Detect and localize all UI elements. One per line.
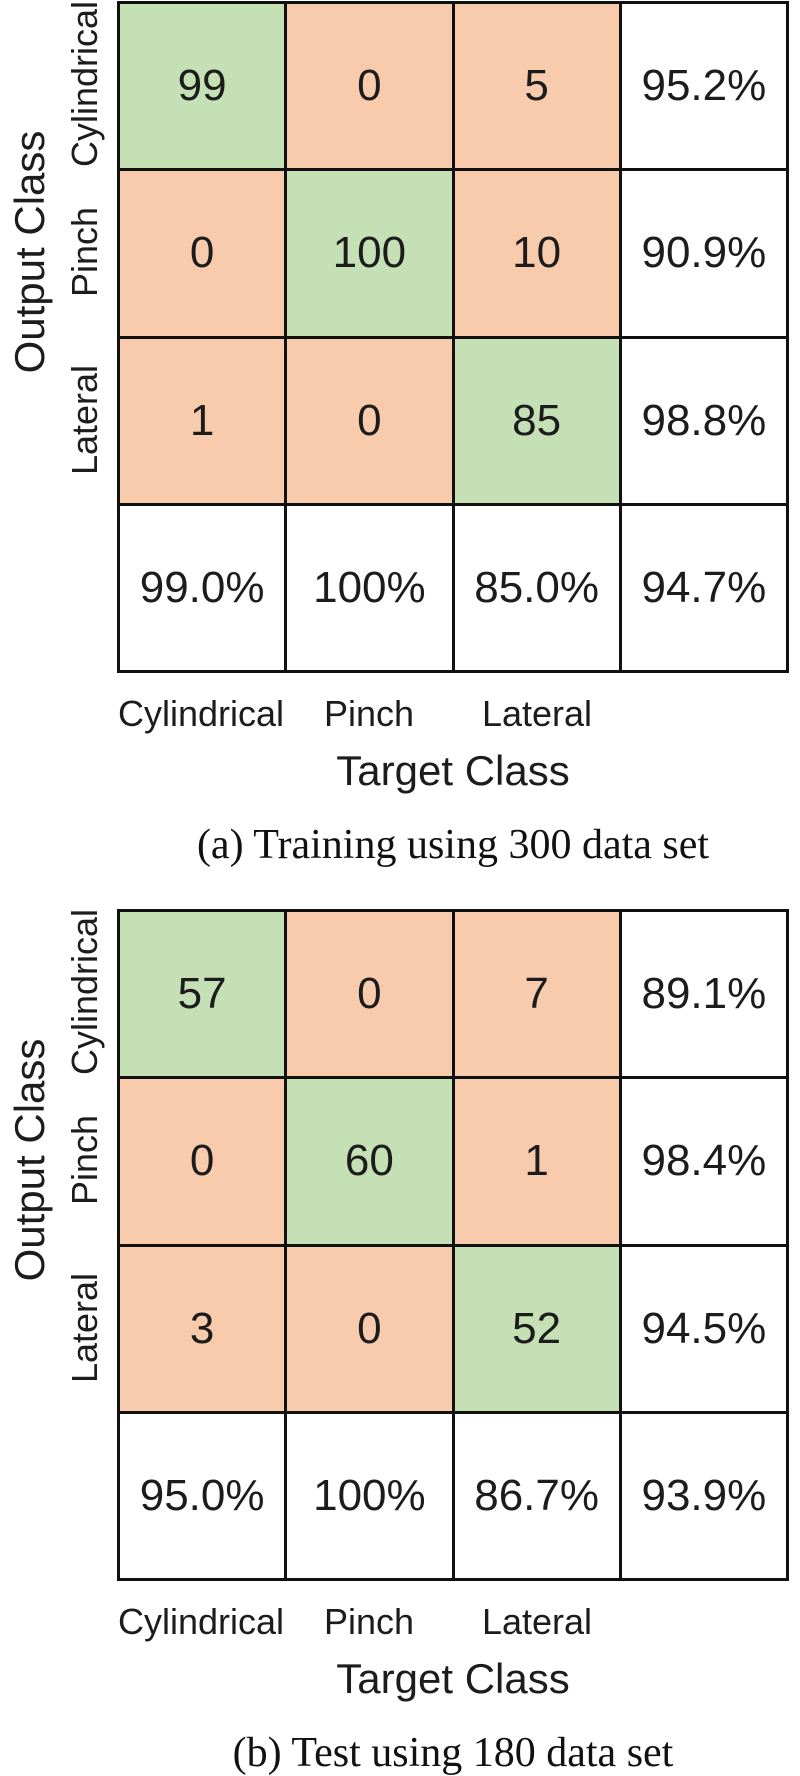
matrix-cell-r0-c0: 57 [120,912,285,1077]
matrix-cell-r3-c1: 100% [287,1413,452,1578]
matrix-cell-r1-c2: 1 [454,1079,619,1244]
matrix-cell-r3-c2: 86.7% [454,1413,619,1578]
matrix-cell-r2-c3: 98.8% [621,338,786,503]
matrix-cell-r3-c2: 85.0% [454,505,619,670]
matrix-cell-r2-c3: 94.5% [621,1246,786,1411]
matrix-cell-r1-c2: 10 [454,171,619,336]
matrix-cell-r3-c0: 99.0% [120,505,285,670]
x-axis-label: Target Class [336,1655,570,1702]
matrix-cell-r3-c1: 100% [287,505,452,670]
figure-b-caption: (b) Test using 180 data set [232,1730,674,1776]
figure-a-training: Output Class Cylindrical Pinch Lateral 9… [6,0,789,868]
matrix-cell-r2-c1: 0 [287,1246,452,1411]
matrix-cell-r1-c3: 98.4% [621,1079,786,1244]
matrix-cell-r1-c0: 0 [120,1079,285,1244]
col-label-cylindrical: Cylindrical [117,1601,285,1642]
x-axis-label: Target Class [336,747,570,794]
col-label-lateral: Lateral [481,1601,593,1642]
matrix-cell-r1-c3: 90.9% [621,171,786,336]
matrix-cell-r1-c1: 100 [287,171,452,336]
matrix-cell-r0-c1: 0 [287,4,452,169]
row-label-pinch: Pinch [64,206,105,298]
y-axis-label: Output Class [6,130,53,374]
matrix-cell-r2-c1: 0 [287,338,452,503]
col-label-pinch: Pinch [323,1601,415,1642]
row-label-lateral: Lateral [64,1272,105,1384]
figure-a-caption: (a) Training using 300 data set [196,822,710,868]
col-label-lateral: Lateral [481,693,593,734]
row-label-pinch: Pinch [64,1114,105,1206]
matrix-cell-r3-c3: 94.7% [621,505,786,670]
row-label-lateral: Lateral [64,364,105,476]
matrix-cell-r0-c2: 7 [454,912,619,1077]
matrix-cell-r1-c1: 60 [287,1079,452,1244]
confusion-matrix-grid-b: 57 0 7 89.1% 0 60 1 98.4% 3 0 52 94.5% 95.0% 100% 86.7… [117,909,789,1581]
figure-b-test: Output Class Cylindrical Pinch Lateral 5… [0,908,800,1776]
y-axis-label: Output Class [6,1038,53,1282]
matrix-cell-r0-c3: 95.2% [621,4,786,169]
matrix-cell-r2-c2: 85 [454,338,619,503]
matrix-cell-r0-c1: 0 [287,912,452,1077]
col-label-pinch: Pinch [323,693,415,734]
matrix-cell-r0-c2: 5 [454,4,619,169]
row-label-cylindrical: Cylindrical [64,0,105,168]
matrix-cell-r2-c0: 1 [120,338,285,503]
matrix-cell-r0-c3: 89.1% [621,912,786,1077]
matrix-cell-r1-c0: 0 [120,171,285,336]
matrix-cell-r3-c3: 93.9% [621,1413,786,1578]
col-label-cylindrical: Cylindrical [117,693,285,734]
confusion-matrix-grid-a: 99 0 5 95.2% 0 100 10 90.9% 1 0 85 98.8% 99.0% 100% 85… [117,1,789,673]
matrix-cell-r2-c2: 52 [454,1246,619,1411]
matrix-cell-r2-c0: 3 [120,1246,285,1411]
matrix-cell-r3-c0: 95.0% [120,1413,285,1578]
matrix-cell-r0-c0: 99 [120,4,285,169]
row-label-cylindrical: Cylindrical [64,908,105,1076]
